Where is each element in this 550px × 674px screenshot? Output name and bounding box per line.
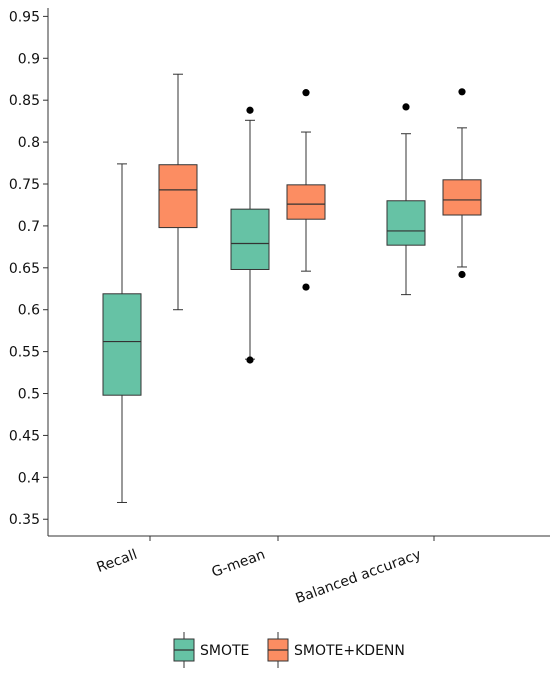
y-tick-label: 0.75 [9, 177, 40, 193]
box-smote-2 [386, 103, 426, 296]
x-axis: Recall G-mean Balanced accuracy [48, 535, 550, 607]
y-tick-label: 0.5 [18, 387, 40, 403]
iqr-box [158, 164, 198, 229]
box-smote-1 [230, 106, 270, 364]
box-smote-0 [102, 163, 142, 503]
y-tick-label: 0.65 [9, 261, 40, 277]
legend-label: SMOTE+KDENN [294, 643, 405, 659]
y-tick-label: 0.55 [9, 345, 40, 361]
box-smote-kdenn-1 [286, 89, 326, 291]
legend-label: SMOTE [200, 643, 249, 659]
y-tick-label: 0.85 [9, 93, 40, 109]
outlier-point [302, 283, 310, 291]
iqr-box [286, 184, 326, 220]
outlier-point [458, 88, 466, 96]
y-tick-label: 0.4 [18, 470, 40, 486]
y-tick-label: 0.7 [18, 219, 40, 235]
x-category-label: G-mean [210, 547, 268, 581]
y-tick-label: 0.9 [18, 51, 40, 67]
x-category-label: Balanced accuracy [294, 547, 424, 607]
box-smote-kdenn-2 [442, 88, 482, 279]
legend: SMOTE SMOTE+KDENN [173, 632, 405, 668]
y-tick-label: 0.8 [18, 135, 40, 151]
outlier-point [246, 106, 254, 114]
y-tick-label: 0.45 [9, 428, 40, 444]
iqr-box [442, 179, 482, 216]
outlier-point [302, 89, 310, 97]
box-series [102, 73, 482, 503]
iqr-box [386, 200, 426, 246]
box-smote-kdenn-0 [158, 73, 198, 311]
legend-item-smote: SMOTE [173, 632, 249, 668]
outlier-point [246, 356, 254, 364]
x-category-label: Recall [95, 547, 140, 576]
y-tick-label: 0.95 [9, 9, 40, 25]
y-tick-label: 0.6 [18, 303, 40, 319]
y-tick-label: 0.35 [9, 512, 40, 528]
iqr-box [230, 208, 270, 270]
outlier-point [458, 270, 466, 279]
outlier-point [402, 103, 410, 111]
legend-item-smote-kdenn: SMOTE+KDENN [267, 632, 405, 668]
iqr-box [102, 293, 142, 396]
y-axis: 0.35 0.4 0.45 0.5 0.55 0.6 0.65 0.7 0.75 0.8 0.85 0… [9, 8, 49, 536]
